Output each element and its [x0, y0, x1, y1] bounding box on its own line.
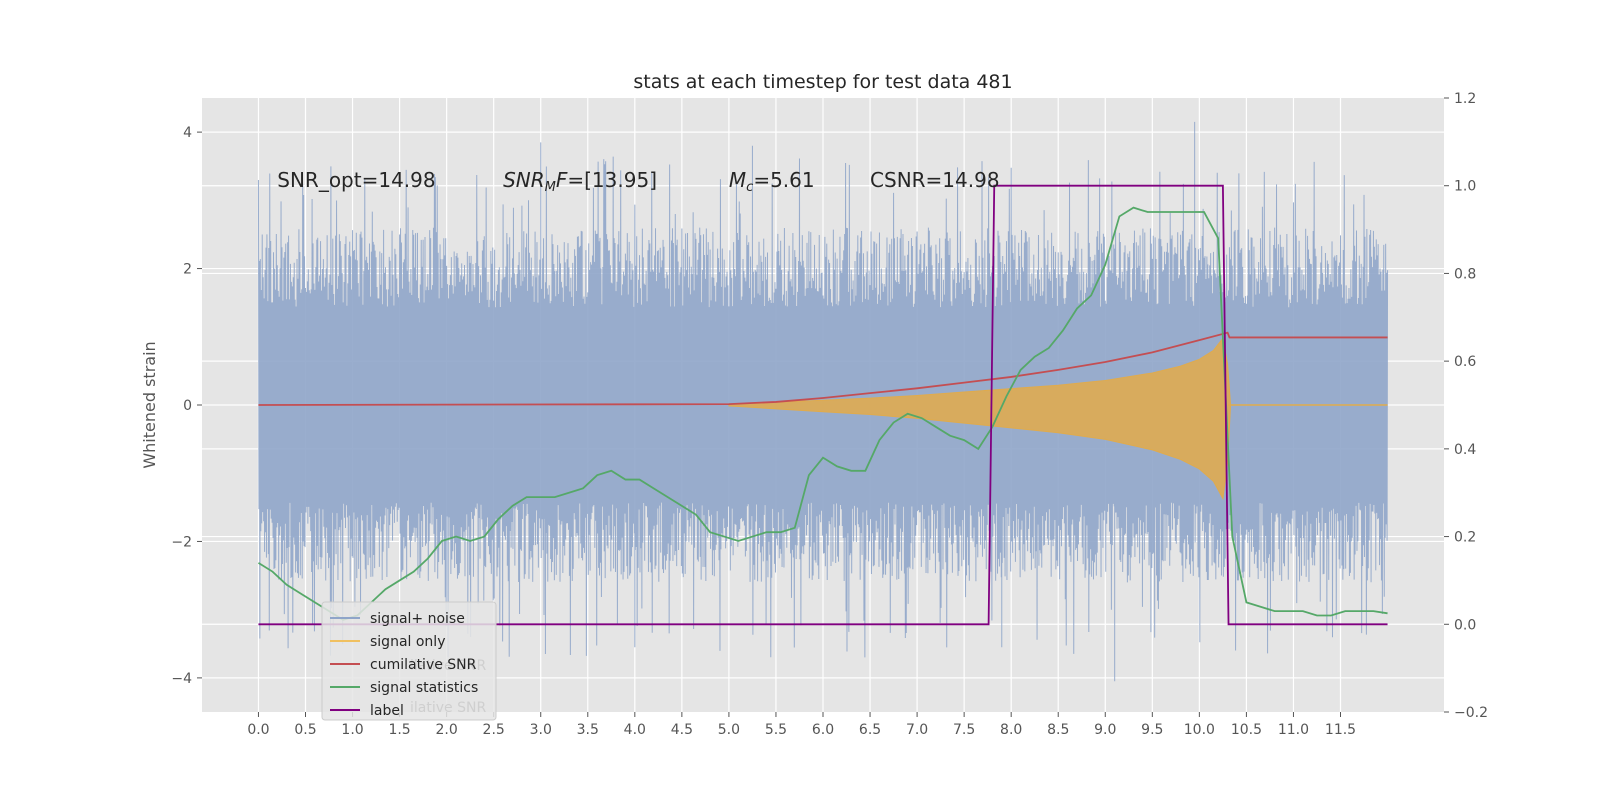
annotation-part: =5.61: [753, 168, 814, 192]
legend-ghost-text: ilative SNR: [410, 658, 486, 674]
annotation-3: CSNR=14.98: [870, 168, 1000, 192]
x-tick-label: 11.5: [1325, 722, 1356, 738]
annotation-part: CSNR=14.98: [870, 168, 1000, 192]
x-tick-label: 3.5: [577, 722, 599, 738]
legend-label: cumilative SNR: [370, 657, 477, 673]
x-tick-label: 5.5: [765, 722, 787, 738]
annotation-part: SNR_opt=14.98: [277, 168, 435, 192]
x-tick-label: 8.5: [1047, 722, 1069, 738]
annotation-part: SNR: [503, 168, 545, 192]
y-axis-label: Whitened strain: [140, 341, 159, 468]
signal-plus-noise-trace: [257, 121, 1389, 682]
x-tick-label: 5.0: [718, 722, 740, 738]
x-axis-ticks: 0.0 0.5 1.0 1.5 2.0 2.5 3.0 3.5 4.0 4.5 5.0 5.5 6.0 6…: [247, 712, 1356, 738]
annotation-0: SNR_opt=14.98: [277, 168, 435, 192]
chart-title: stats at each timestep for test data 481: [633, 71, 1012, 93]
x-tick-label: 3.0: [530, 722, 552, 738]
y-tick-label: −4: [171, 671, 192, 687]
y-tick-label: 4: [183, 125, 192, 141]
x-tick-label: 10.5: [1231, 722, 1262, 738]
label-line: [258, 184, 1388, 626]
annotations: SNR_opt=14.98 SNRMF=[13.95] Mc=5.61 CSNR=14…: [277, 168, 999, 195]
annotation-part: M: [545, 180, 556, 195]
legend-label: label: [370, 703, 404, 719]
x-tick-label: 0.5: [294, 722, 316, 738]
x-tick-label: 7.5: [953, 722, 975, 738]
y-tick-label: 0: [183, 398, 192, 414]
y2-axis-ticks: −0.2 0.0 0.2 0.4 0.6 0.8 1.0 1.2: [1444, 91, 1488, 721]
y2-tick-label: 0.0: [1454, 617, 1476, 633]
y2-tick-label: 0.2: [1454, 530, 1476, 546]
x-tick-label: 8.0: [1000, 722, 1022, 738]
x-tick-label: 2.5: [483, 722, 505, 738]
y-tick-label: −2: [171, 534, 192, 550]
annotation-1: SNRMF=[13.95]: [503, 168, 657, 195]
x-tick-label: 6.0: [812, 722, 834, 738]
cumilative-snr-line: [258, 331, 1388, 406]
line-series-group: [257, 184, 1388, 626]
y2-tick-label: 1.2: [1454, 91, 1476, 107]
x-tick-label: 4.0: [624, 722, 646, 738]
y2-tick-label: 0.4: [1454, 442, 1476, 458]
x-tick-label: 9.5: [1141, 722, 1163, 738]
x-tick-label: 1.0: [341, 722, 363, 738]
x-tick-label: 1.5: [388, 722, 410, 738]
annotation-part: M: [729, 168, 746, 192]
legend-box: [321, 601, 497, 721]
x-tick-label: 9.0: [1094, 722, 1116, 738]
x-tick-label: 0.0: [247, 722, 269, 738]
y2-tick-label: −0.2: [1454, 705, 1488, 721]
x-tick-label: 7.0: [906, 722, 928, 738]
legend-ghost-text: ilative SNR: [410, 700, 486, 716]
y2-tick-label: 0.6: [1454, 354, 1476, 370]
legend-label: signal+ noise: [370, 611, 465, 627]
legend-label: signal only: [370, 634, 445, 650]
x-tick-label: 10.0: [1184, 722, 1215, 738]
legend: ilative SNR ilative SNR signal+ noise signa…: [321, 601, 497, 721]
x-tick-label: 11.0: [1278, 722, 1309, 738]
signal-statistics-line: [257, 206, 1388, 621]
x-tick-label: 4.5: [671, 722, 693, 738]
x-tick-label: 2.0: [436, 722, 458, 738]
signal-plus-noise-series: [257, 121, 1389, 682]
y-tick-label: 2: [183, 262, 192, 278]
annotation-part: F: [556, 168, 568, 192]
annotation-part: =[13.95]: [567, 168, 657, 192]
y2-tick-label: 1.0: [1454, 179, 1476, 195]
legend-label: signal statistics: [370, 680, 478, 696]
x-tick-label: 6.5: [859, 722, 881, 738]
signal-only-envelope: [728, 336, 1231, 501]
y-axis-ticks: −4 −2 0 2 4: [171, 125, 202, 687]
annotation-part: c: [746, 180, 753, 195]
annotation-2: Mc=5.61: [729, 168, 815, 195]
y2-tick-label: 0.8: [1454, 266, 1476, 282]
signal-only-series: [728, 336, 1388, 501]
